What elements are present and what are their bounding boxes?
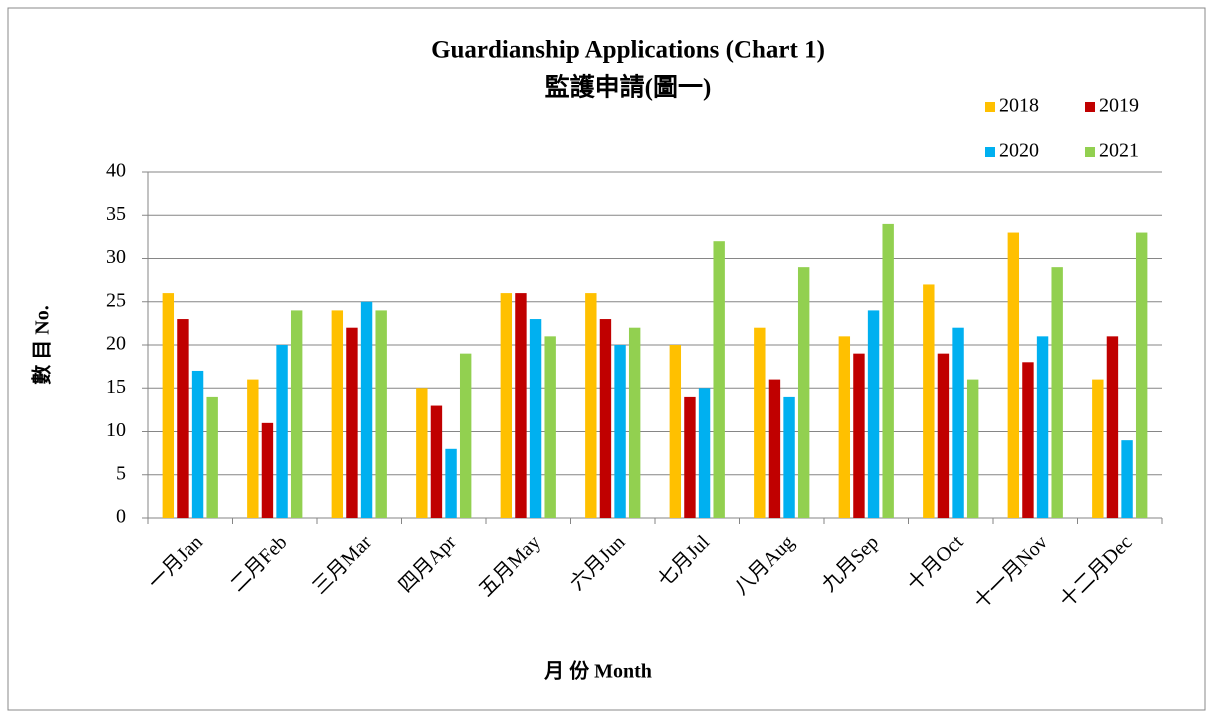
legend-label: 2018 xyxy=(999,95,1039,117)
y-tick-label: 40 xyxy=(106,160,126,182)
bar xyxy=(1106,336,1119,518)
bar xyxy=(797,267,810,518)
bar xyxy=(768,379,781,518)
bar xyxy=(614,345,626,518)
bar xyxy=(177,319,189,518)
chart-title: Guardianship Applications (Chart 1) xyxy=(431,37,825,64)
legend-label: 2020 xyxy=(999,140,1039,162)
bar xyxy=(191,370,204,518)
x-axis-title: 月 份 Month xyxy=(543,659,652,683)
y-tick-label: 20 xyxy=(106,333,126,355)
legend-label: 2021 xyxy=(1099,140,1139,162)
bar xyxy=(500,293,513,518)
legend-swatch xyxy=(1085,147,1095,157)
bar xyxy=(529,319,542,518)
bar xyxy=(430,405,443,518)
bar xyxy=(1007,232,1020,519)
bar xyxy=(206,396,218,518)
bar xyxy=(1051,267,1063,518)
bar xyxy=(599,319,612,518)
y-tick-label: 35 xyxy=(106,203,126,225)
bar xyxy=(882,223,894,518)
bar xyxy=(261,422,274,518)
y-tick-label: 25 xyxy=(106,289,126,311)
legend-label: 2019 xyxy=(1099,95,1139,117)
bar xyxy=(952,327,964,518)
bar xyxy=(416,388,428,518)
chart-title: 監護申請(圖一) xyxy=(545,73,712,102)
bar xyxy=(853,353,865,518)
y-axis-title: 數 目 No. xyxy=(31,305,54,384)
legend-swatch xyxy=(985,102,995,112)
bar xyxy=(867,310,880,518)
bar xyxy=(1022,362,1034,518)
bar xyxy=(360,301,373,518)
bar xyxy=(515,293,527,518)
bar xyxy=(585,293,597,518)
y-tick-label: 0 xyxy=(116,506,126,528)
bar xyxy=(331,310,344,518)
bar xyxy=(713,241,725,518)
y-tick-label: 30 xyxy=(106,246,126,268)
bar xyxy=(698,388,711,518)
bar xyxy=(684,396,696,518)
legend-swatch xyxy=(985,147,995,157)
bar xyxy=(1135,232,1148,519)
legend-swatch xyxy=(1085,102,1095,112)
bar xyxy=(937,353,950,518)
bar xyxy=(247,379,259,518)
y-tick-label: 15 xyxy=(106,376,126,398)
bar xyxy=(1036,336,1049,518)
bar xyxy=(375,310,387,518)
bar xyxy=(290,310,303,518)
bar xyxy=(669,345,682,518)
bar xyxy=(346,327,358,518)
bar xyxy=(1092,379,1104,518)
bar xyxy=(966,379,979,518)
y-tick-label: 10 xyxy=(106,419,126,441)
y-tick-label: 5 xyxy=(116,462,126,484)
bar xyxy=(276,345,288,518)
bar xyxy=(628,327,641,518)
bar xyxy=(783,396,795,518)
bar xyxy=(162,293,175,518)
bar xyxy=(445,448,457,518)
bar xyxy=(923,284,935,518)
bar xyxy=(1121,440,1133,518)
bar xyxy=(754,327,766,518)
bar xyxy=(544,336,556,518)
bar xyxy=(459,353,472,518)
bar xyxy=(838,336,851,518)
